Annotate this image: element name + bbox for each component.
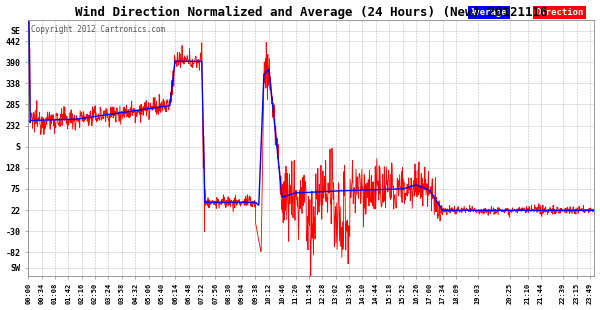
Text: Direction: Direction bbox=[535, 8, 583, 17]
Text: Average: Average bbox=[470, 8, 508, 17]
Title: Wind Direction Normalized and Average (24 Hours) (New) 20121116: Wind Direction Normalized and Average (2… bbox=[75, 6, 548, 19]
Text: Copyright 2012 Cartronics.com: Copyright 2012 Cartronics.com bbox=[31, 25, 165, 34]
